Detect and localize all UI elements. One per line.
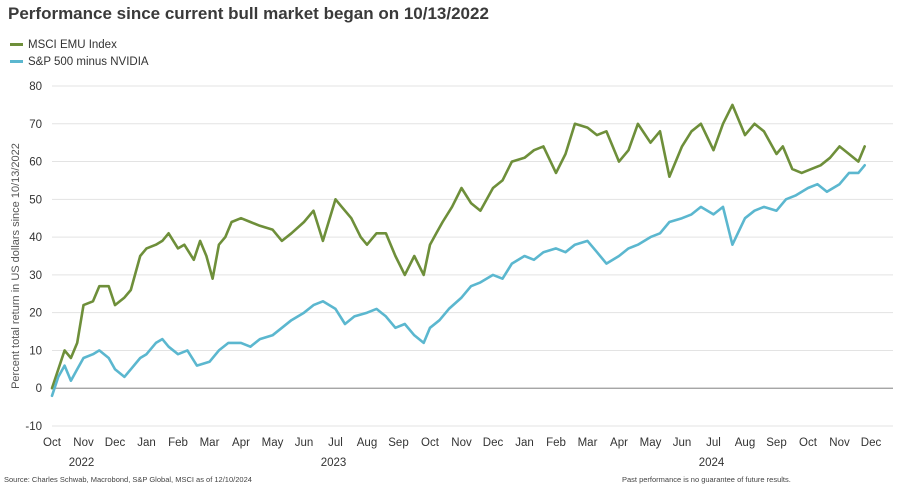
x-tick-label: Mar bbox=[200, 437, 220, 449]
legend-swatch-sp500 bbox=[10, 60, 23, 63]
y-tick-label: 80 bbox=[29, 81, 42, 93]
x-tick-label: Sep bbox=[388, 437, 408, 449]
x-tick-label: Jan bbox=[515, 437, 534, 449]
x-tick-label: Apr bbox=[232, 437, 250, 449]
x-tick-label: May bbox=[262, 437, 284, 449]
series-line-msci bbox=[50, 103, 867, 390]
disclaimer-note: Past performance is no guarantee of futu… bbox=[622, 475, 791, 484]
x-tick-label: Jul bbox=[706, 437, 721, 449]
legend-item-msci: MSCI EMU Index bbox=[10, 36, 149, 53]
y-tick-label: 50 bbox=[29, 194, 42, 206]
legend: MSCI EMU Index S&P 500 minus NVIDIA bbox=[10, 36, 149, 70]
x-tick-label: Jun bbox=[295, 437, 314, 449]
x-tick-label: Feb bbox=[168, 437, 188, 449]
x-tick-label: Dec bbox=[861, 437, 882, 449]
legend-swatch-msci bbox=[10, 43, 23, 46]
legend-label-sp500: S&P 500 minus NVIDIA bbox=[28, 55, 149, 68]
year-label: 2023 bbox=[321, 457, 347, 469]
y-tick-label: 10 bbox=[29, 345, 42, 357]
year-label: 2024 bbox=[699, 457, 725, 469]
x-tick-label: Aug bbox=[357, 437, 377, 449]
x-tick-label: Apr bbox=[610, 437, 628, 449]
y-axis-label: Percent total return in US dollars since… bbox=[10, 143, 22, 389]
source-note: Source: Charles Schwab, Macrobond, S&P G… bbox=[4, 475, 252, 484]
x-tick-label: May bbox=[640, 437, 662, 449]
y-tick-label: -10 bbox=[25, 421, 42, 433]
x-tick-label: Dec bbox=[483, 437, 504, 449]
x-tick-label: Aug bbox=[735, 437, 755, 449]
x-tick-label: Jan bbox=[137, 437, 156, 449]
x-tick-label: Nov bbox=[451, 437, 472, 449]
y-tick-label: 60 bbox=[29, 157, 42, 169]
x-tick-label: Dec bbox=[105, 437, 126, 449]
y-tick-label: 0 bbox=[36, 383, 42, 395]
x-tick-label: Sep bbox=[766, 437, 786, 449]
legend-label-msci: MSCI EMU Index bbox=[28, 38, 117, 51]
y-tick-label: 40 bbox=[29, 232, 42, 244]
y-tick-label: 30 bbox=[29, 270, 42, 282]
chart-title: Performance since current bull market be… bbox=[8, 4, 489, 23]
x-tick-label: Jun bbox=[673, 437, 692, 449]
x-tick-label: Mar bbox=[578, 437, 598, 449]
x-tick-label: Nov bbox=[73, 437, 94, 449]
legend-item-sp500: S&P 500 minus NVIDIA bbox=[10, 53, 149, 70]
x-tick-label: Jul bbox=[328, 437, 343, 449]
x-tick-label: Nov bbox=[829, 437, 850, 449]
y-tick-label: 20 bbox=[29, 308, 42, 320]
year-label: 2022 bbox=[69, 457, 95, 469]
x-tick-label: Oct bbox=[799, 437, 818, 449]
x-tick-label: Feb bbox=[546, 437, 566, 449]
x-tick-label: Oct bbox=[421, 437, 440, 449]
x-tick-label: Oct bbox=[43, 437, 62, 449]
y-tick-label: 70 bbox=[29, 119, 42, 131]
series-line-sp500 bbox=[50, 164, 867, 398]
